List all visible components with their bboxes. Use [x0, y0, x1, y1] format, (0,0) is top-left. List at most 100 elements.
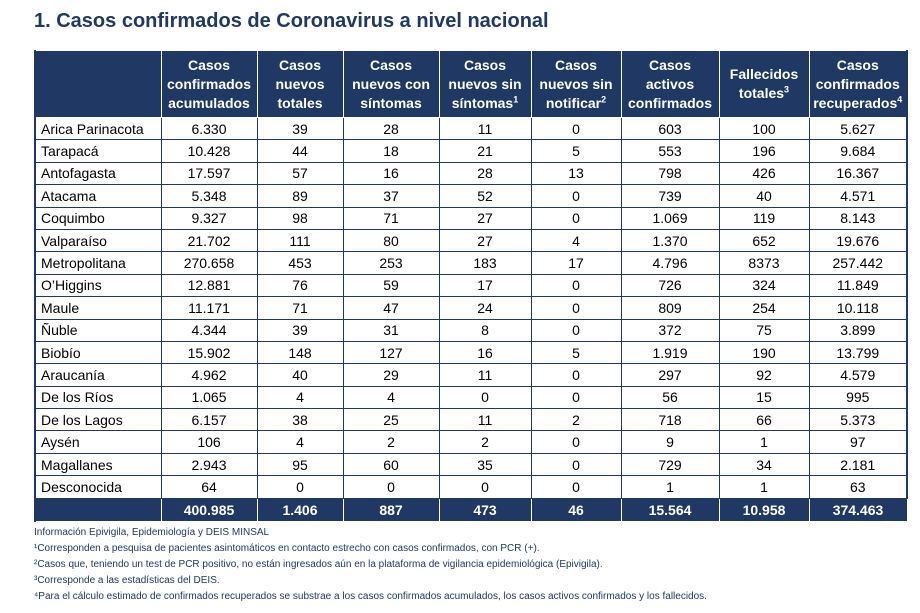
table-cell: 4.579 [808, 363, 908, 387]
source-note: Información Epivigila, Epidemiología y D… [34, 527, 270, 538]
footnote-marker: 4 [897, 93, 903, 104]
table-cell: 183 [438, 251, 532, 275]
table-cell: 4.344 [160, 318, 258, 342]
column-header: Casos activos confirmados [620, 50, 720, 118]
table-cell: 718 [620, 408, 720, 432]
table-cell: 60 [342, 452, 440, 477]
cases-table: Casos confirmados acumulados Casos nuevos… [34, 50, 908, 522]
table-cell: 17.597 [160, 161, 258, 186]
table-cell: 4 [256, 430, 344, 454]
footnotes: Información Epivigila, Epidemiología y D… [34, 525, 707, 605]
table-cell: 18 [342, 139, 440, 163]
table-cell: 39 [256, 318, 344, 342]
table-cell: 17 [438, 273, 532, 298]
table-cell: 63 [808, 475, 908, 499]
table-cell: 25 [342, 408, 440, 432]
table-cell: 257.442 [808, 251, 908, 275]
table-cell: 196 [718, 139, 810, 163]
table-cell: 47 [342, 296, 440, 320]
region-name: De los Lagos [34, 408, 162, 432]
region-name: Valparaíso [34, 228, 162, 253]
table-cell: 297 [620, 363, 720, 387]
region-name: Atacama [34, 184, 162, 208]
table-cell: 0 [438, 475, 532, 499]
table-cell: 6.330 [160, 116, 258, 141]
column-header: Casos confirmados acumulados [160, 50, 258, 118]
table-cell: 11 [438, 116, 532, 141]
column-header: Casos nuevos con síntomas [342, 50, 440, 118]
column-header-label: Casos nuevos con síntomas [352, 56, 430, 111]
table-cell: 59 [342, 273, 440, 298]
region-name: Antofagasta [34, 161, 162, 186]
table-cell: 2.181 [808, 452, 908, 477]
table-row: De los Lagos 6.157 38 25 11 2 718 66 5.373 [34, 408, 908, 432]
table-cell: 39 [256, 116, 344, 141]
table-cell: 57 [256, 161, 344, 186]
table-cell: 2 [530, 408, 622, 432]
region-name: Maule [34, 296, 162, 320]
column-header-label: Casos confirmados acumulados [166, 56, 251, 111]
table-cell: 119 [718, 206, 810, 230]
table-cell: 97 [808, 430, 908, 454]
table-cell: 27 [438, 228, 532, 253]
table-row: Maule 11.171 71 47 24 0 809 254 10.118 [34, 296, 908, 320]
table-row: Coquimbo 9.327 98 71 27 0 1.069 119 8.143 [34, 206, 908, 230]
table-cell: 4.796 [620, 251, 720, 275]
table-cell: 106 [160, 430, 258, 454]
table-cell: 29 [342, 363, 440, 387]
totals-row: 400.985 1.406 887 473 46 15.564 10.958 374.463 [34, 497, 908, 522]
table-row: Magallanes 2.943 95 60 35 0 729 34 2.181 [34, 452, 908, 477]
header-row: Casos confirmados acumulados Casos nuevos… [34, 50, 908, 118]
table-cell: 2 [438, 430, 532, 454]
table-cell: 52 [438, 184, 532, 208]
table-cell: 4.962 [160, 363, 258, 387]
total-cell: 400.985 [160, 497, 258, 522]
region-name: Aysén [34, 430, 162, 454]
region-name: Araucanía [34, 363, 162, 387]
table-cell: 37 [342, 184, 440, 208]
table-cell: 2.943 [160, 452, 258, 477]
table-cell: 21.702 [160, 228, 258, 253]
table-cell: 0 [530, 116, 622, 141]
table-cell: 0 [530, 206, 622, 230]
table-cell: 40 [718, 184, 810, 208]
table-cell: 1 [620, 475, 720, 499]
table-cell: 8 [438, 318, 532, 342]
table-cell: 17 [530, 251, 622, 275]
table-cell: 739 [620, 184, 720, 208]
table-row: Ñuble 4.344 39 31 8 0 372 75 3.899 [34, 318, 908, 342]
table-row: Biobío 15.902 148 127 16 5 1.919 190 13.799 [34, 340, 908, 365]
table-cell: 729 [620, 452, 720, 477]
table-cell: 92 [718, 363, 810, 387]
table-row: De los Ríos 1.065 4 4 0 0 56 15 995 [34, 385, 908, 410]
table-cell: 11.849 [808, 273, 908, 298]
table-cell: 28 [438, 161, 532, 186]
footnote-2: ²Casos que, teniendo un test de PCR posi… [34, 559, 603, 570]
table-cell: 9 [620, 430, 720, 454]
table-cell: 111 [256, 228, 344, 253]
table-row: Antofagasta 17.597 57 16 28 13 798 426 16.367 [34, 161, 908, 186]
total-cell: 1.406 [256, 497, 344, 522]
table-cell: 4 [256, 385, 344, 410]
table-cell: 66 [718, 408, 810, 432]
table-cell: 11 [438, 363, 532, 387]
table-cell: 40 [256, 363, 344, 387]
footnote-3: ³Corresponde a las estadísticas del DEIS… [34, 575, 220, 586]
table-cell: 9.327 [160, 206, 258, 230]
table-cell: 44 [256, 139, 344, 163]
table-cell: 426 [718, 161, 810, 186]
table-cell: 12.881 [160, 273, 258, 298]
table-cell: 16 [438, 340, 532, 365]
column-header-label: Casos activos confirmados [627, 56, 712, 111]
table-cell: 0 [530, 318, 622, 342]
table-cell: 15 [718, 385, 810, 410]
table-cell: 324 [718, 273, 810, 298]
table-cell: 726 [620, 273, 720, 298]
region-name: De los Ríos [34, 385, 162, 410]
table-row: Atacama 5.348 89 37 52 0 739 40 4.571 [34, 184, 908, 208]
region-name: Ñuble [34, 318, 162, 342]
region-name: Arica Parinacota [34, 116, 162, 141]
table-cell: 8.143 [808, 206, 908, 230]
table-cell: 1.065 [160, 385, 258, 410]
table-cell: 11 [438, 408, 532, 432]
